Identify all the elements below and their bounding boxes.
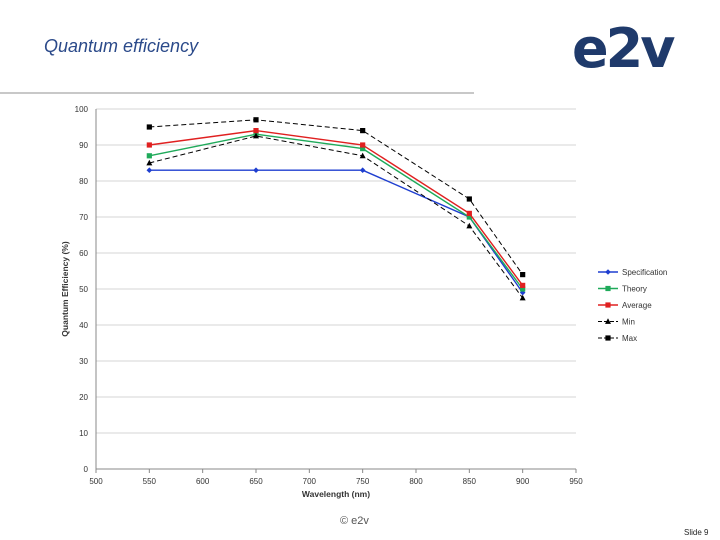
data-point-max [360, 128, 366, 134]
x-tick-label: 800 [409, 477, 423, 486]
y-tick-label: 50 [79, 285, 88, 294]
x-tick-label: 550 [143, 477, 157, 486]
y-tick-label: 30 [79, 357, 88, 366]
data-point-average [146, 142, 152, 148]
data-point-max [466, 196, 472, 202]
data-point-min [519, 294, 526, 301]
x-tick-label: 700 [303, 477, 317, 486]
series-line-specification [149, 169, 524, 294]
y-tick-label: 0 [84, 465, 89, 474]
y-tick-label: 60 [79, 249, 88, 258]
y-tick-label: 70 [79, 213, 88, 222]
legend-label-max: Max [622, 334, 637, 343]
series-line-max [149, 119, 524, 275]
data-point-min [466, 222, 473, 229]
legend-marker-theory [605, 285, 611, 292]
data-point-average [466, 210, 472, 216]
legend-label-average: Average [622, 301, 652, 310]
x-tick-label: 850 [463, 477, 477, 486]
data-point-specification [253, 167, 259, 173]
legend-label-theory: Theory [622, 285, 647, 294]
y-tick-label: 20 [79, 393, 88, 402]
data-point-average [520, 282, 526, 288]
data-point-theory [146, 153, 152, 159]
x-axis-title: Wavelength (nm) [302, 489, 370, 499]
x-tick-label: 650 [249, 477, 263, 486]
legend-label-specification: Specification [622, 268, 667, 277]
data-point-theory [466, 214, 472, 220]
data-point-min [146, 159, 153, 166]
e2v-logo: e2v [572, 17, 675, 80]
legend-label-min: Min [622, 318, 635, 327]
x-tick-label: 500 [89, 477, 103, 486]
data-point-average [253, 128, 259, 134]
data-point-theory [360, 146, 366, 152]
legend-marker-min [605, 318, 611, 324]
slide-title: Quantum efficiency [44, 36, 199, 56]
y-tick-label: 100 [75, 105, 89, 114]
data-point-specification [359, 167, 366, 173]
data-point-max [146, 124, 152, 130]
slide-number: Slide 9 [684, 528, 709, 537]
legend-marker-max [605, 335, 611, 341]
data-point-min [359, 152, 366, 159]
data-point-average [360, 142, 366, 148]
data-point-min [253, 132, 259, 139]
x-tick-label: 750 [356, 477, 370, 486]
legend-marker-specification [605, 269, 611, 275]
title-divider [0, 92, 474, 94]
x-tick-label: 900 [516, 477, 530, 486]
data-point-theory [520, 286, 526, 292]
y-tick-label: 90 [79, 141, 88, 150]
x-tick-label: 950 [569, 477, 583, 486]
copyright-footer: © e2v [340, 515, 369, 527]
y-tick-label: 40 [79, 321, 88, 330]
series-line-average [149, 129, 524, 286]
data-point-specification [146, 167, 153, 173]
y-tick-label: 10 [79, 429, 88, 438]
x-tick-label: 600 [196, 477, 210, 486]
data-point-max [253, 117, 259, 123]
y-tick-label: 80 [79, 177, 88, 186]
legend-marker-average [605, 302, 611, 308]
y-axis-title: Quantum Efficiency (%) [60, 241, 70, 337]
data-point-max [520, 272, 526, 278]
